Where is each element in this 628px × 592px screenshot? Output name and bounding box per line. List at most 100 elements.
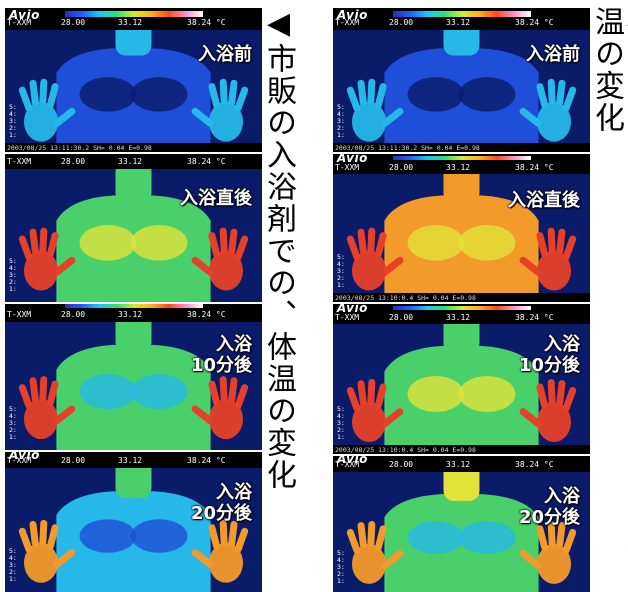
finger [219, 78, 228, 105]
chest-right [458, 77, 516, 112]
finger [562, 528, 577, 554]
neck [115, 459, 152, 499]
palm [537, 402, 572, 442]
hand-shape [191, 78, 249, 142]
thermal-image [333, 456, 590, 592]
thermal-image [333, 154, 590, 302]
temp-min: 28.00 [61, 157, 86, 166]
finger [381, 550, 404, 569]
finger [219, 227, 228, 254]
palm [23, 399, 58, 440]
palm [23, 101, 58, 142]
temp-max: 38.24 °C [515, 313, 554, 322]
hand-shape [346, 520, 404, 584]
temp-max: 38.24 °C [187, 456, 226, 465]
thermal-image [333, 8, 590, 152]
hand-shape [346, 379, 404, 442]
finger [228, 520, 238, 547]
panel-label: 入浴 10分後 [518, 334, 580, 376]
finger [29, 79, 39, 106]
finger [357, 380, 367, 406]
chest-left [79, 519, 137, 553]
chest-left [407, 225, 465, 261]
left-column-title: ◀市販の入浴剤での、体温の変化 [261, 6, 296, 491]
finger [234, 235, 249, 261]
scale-marks: 5: 4: 3: 2: 1: [337, 103, 345, 139]
mode-text: T-XXM [335, 163, 360, 172]
finger [228, 79, 238, 106]
avio-logo: Avio [9, 8, 40, 22]
finger [53, 256, 76, 276]
hand-shape [519, 520, 577, 584]
thermal-footer: 2003/08/25 13:11:30.2 SH= 0.04 E=0.98 [333, 143, 590, 152]
palm [209, 101, 244, 142]
temp-mid: 33.12 [446, 313, 471, 322]
finger [208, 232, 221, 258]
thermal-header: Avio T-XXM 28.00 33.12 38.24 °C [333, 154, 590, 174]
mode-text: T-XXM [7, 310, 32, 319]
finger [219, 376, 228, 403]
panel-label: 入浴直後 [180, 188, 252, 209]
scale-marks: 5: 4: 3: 2: 1: [9, 405, 17, 441]
hand-shape [18, 376, 76, 440]
finger [562, 86, 577, 112]
finger [18, 527, 33, 553]
finger [39, 78, 48, 105]
finger [234, 384, 249, 409]
finger [556, 522, 566, 548]
finger [39, 227, 48, 254]
chest-right [130, 225, 188, 261]
finger [18, 384, 33, 409]
finger [357, 79, 367, 106]
temp-min: 28.00 [389, 18, 414, 27]
finger [556, 79, 566, 106]
palm [537, 250, 572, 291]
finger [556, 380, 566, 406]
chest-left [79, 77, 137, 112]
finger [346, 528, 361, 554]
temp-mid: 33.12 [118, 456, 143, 465]
finger [547, 520, 556, 547]
mode-text: T-XXM [335, 18, 360, 27]
finger [381, 256, 404, 276]
finger [346, 235, 361, 261]
finger [29, 228, 39, 255]
finger [18, 86, 33, 112]
temp-min: 28.00 [389, 313, 414, 322]
thermal-panel-left-3: T-XXM 28.00 33.12 38.24 °C 5: 4: 3: 2: 1… [5, 304, 262, 450]
temp-min: 28.00 [61, 456, 86, 465]
avio-logo: Avio [337, 154, 368, 165]
finger [39, 519, 48, 546]
finger [536, 83, 549, 109]
chest-right [458, 376, 516, 412]
chest-left [407, 376, 465, 412]
panel-label: 入浴前 [198, 44, 252, 65]
finger [519, 107, 542, 127]
thermal-footer: 2003/08/25 13:10:0.4 SH= 0.04 E=0.98 [333, 293, 590, 302]
thermal-panel-left-1: Avio T-XXM 28.00 33.12 38.24 °C 5: 4: 3:… [5, 8, 262, 152]
finger [562, 387, 577, 412]
finger [536, 383, 549, 409]
temp-mid: 33.12 [446, 460, 471, 469]
finger [234, 527, 249, 553]
right-column-title: ◀SRJ製品『スパストーン』の、体温の変化 [589, 6, 628, 570]
thermal-image [5, 8, 262, 152]
finger [357, 522, 367, 548]
temp-min: 28.00 [389, 460, 414, 469]
scale-marks: 5: 4: 3: 2: 1: [337, 405, 345, 441]
palm [351, 101, 386, 142]
finger [357, 228, 367, 255]
neck [115, 161, 152, 203]
temp-max: 38.24 °C [515, 18, 554, 27]
palm [537, 543, 572, 584]
chest-right [458, 521, 516, 554]
finger [346, 86, 361, 112]
thermal-header: Avio T-XXM 28.00 33.12 38.24 °C [333, 304, 590, 324]
color-scale-bar [393, 11, 531, 17]
finger [191, 256, 214, 276]
finger [547, 78, 556, 105]
chest-right [130, 519, 188, 553]
thermal-image [333, 304, 590, 454]
finger [367, 78, 376, 105]
mode-text: T-XXM [335, 313, 360, 322]
